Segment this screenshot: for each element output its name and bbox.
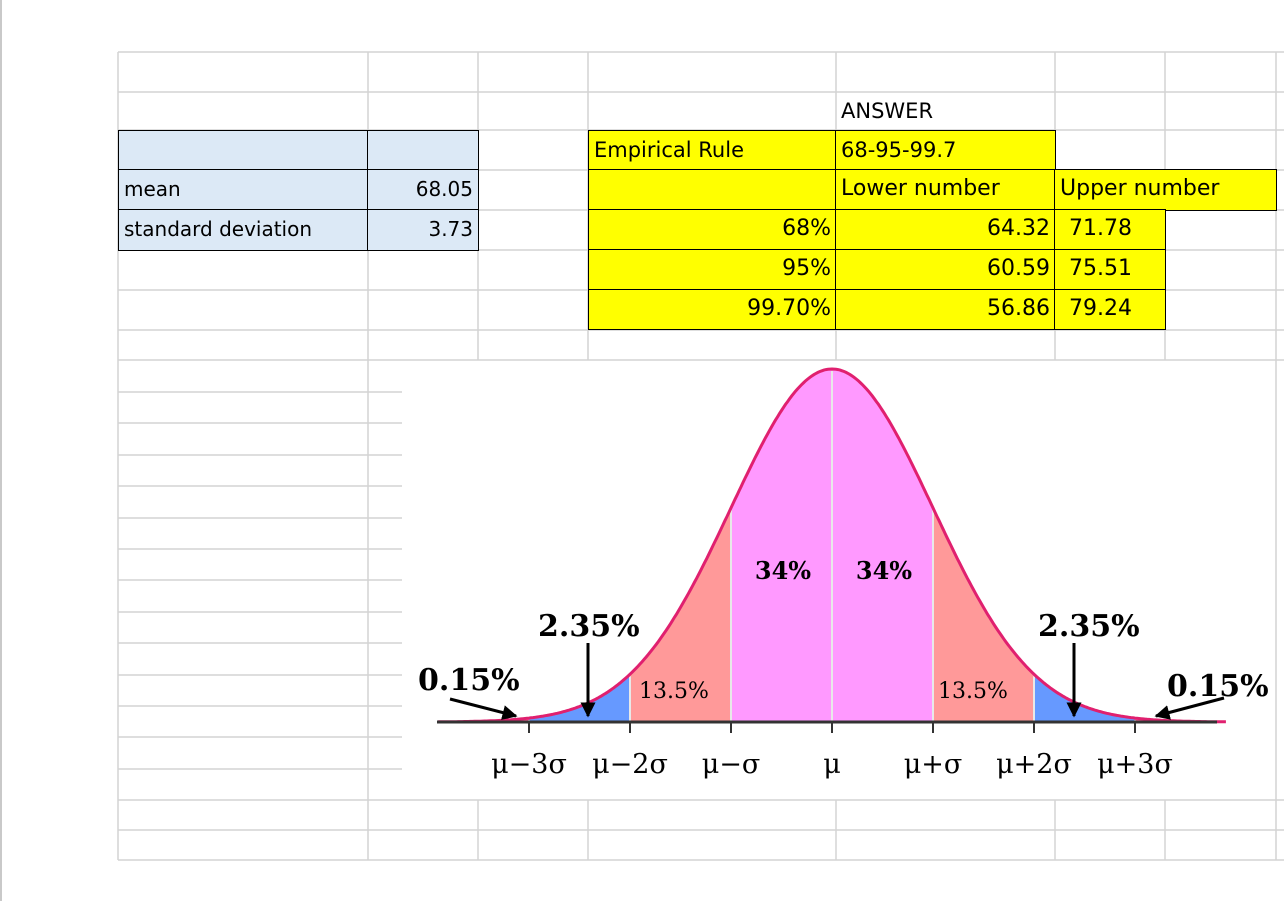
mean-label: mean (124, 177, 181, 201)
center-right-pct-label: 34% (856, 556, 912, 585)
upper-cell-997[interactable]: 79.24 (1054, 289, 1166, 330)
lower-cell-95[interactable]: 60.59 (835, 249, 1056, 291)
mean-value: 68.05 (415, 177, 473, 201)
axis-tick-label: μ+σ (904, 749, 963, 780)
sd-label: standard deviation (124, 217, 313, 241)
right-outer-region (1034, 674, 1135, 722)
sd-value: 3.73 (428, 217, 473, 241)
bell-curve-line (438, 367, 1226, 724)
empirical-rule-label-cell[interactable]: Empirical Rule (588, 130, 837, 171)
mean-value-cell[interactable]: 68.05 (367, 169, 479, 211)
pct-value: 95% (782, 256, 831, 281)
sd-value-cell[interactable]: 3.73 (367, 209, 479, 251)
left-center-region (731, 369, 832, 722)
upper-number-header: Upper number (1060, 176, 1220, 201)
center-left-pct-label: 34% (755, 556, 811, 585)
lower-number-header: Lower number (841, 176, 1000, 201)
lower-cell-68[interactable]: 64.32 (835, 209, 1056, 251)
axis-tick-label: μ (823, 749, 841, 780)
stats-header-value-cell[interactable] (367, 130, 479, 171)
tail-right-arrow (1154, 696, 1225, 720)
upper-value: 75.51 (1069, 256, 1132, 281)
window-left-edge (0, 0, 2, 901)
empirical-rule-value: 68-95-99.7 (841, 138, 957, 162)
tail-left-pct-label: 0.15% (418, 663, 520, 698)
right-center-region (832, 369, 933, 722)
upper-value: 71.78 (1069, 216, 1132, 241)
empirical-rule-label: Empirical Rule (594, 138, 744, 162)
empirical-rule-value-cell[interactable]: 68-95-99.7 (835, 130, 1056, 171)
upper-cell-68[interactable]: 71.78 (1054, 209, 1166, 251)
axis-tick-label: μ−σ (702, 749, 761, 780)
axis-tick-label: μ+2σ (996, 749, 1072, 780)
lower-cell-997[interactable]: 56.86 (835, 289, 1056, 330)
upper-value: 79.24 (1069, 296, 1132, 321)
answer-header-cell[interactable]: ANSWER (836, 92, 1055, 130)
pct-cell-95[interactable]: 95% (588, 249, 837, 291)
upper-number-header-cell[interactable]: Upper number (1054, 169, 1277, 211)
sd-label-cell[interactable]: standard deviation (118, 209, 369, 251)
left-outer-region (529, 674, 630, 722)
axis-tick-label: μ−2σ (592, 749, 668, 780)
pct-value: 99.70% (747, 296, 831, 321)
normal-distribution-image[interactable]: 34% 34% 13.5% 13.5% 2.35% 2.35% 0.15% 0.… (402, 360, 1284, 800)
mid-left-pct-label: 13.5% (639, 679, 709, 704)
mid-right-pct-label: 13.5% (938, 679, 1008, 704)
axis-tick-label: μ+3σ (1097, 749, 1173, 780)
lower-number-header-cell[interactable]: Lower number (835, 169, 1056, 211)
axis-tick-label: μ−3σ (491, 749, 567, 780)
pct-cell-997[interactable]: 99.70% (588, 289, 837, 330)
stats-header-label-cell[interactable] (118, 130, 369, 171)
outer-right-pct-label: 2.35% (1038, 609, 1140, 644)
tail-left-arrow (449, 697, 518, 720)
answer-header: ANSWER (841, 99, 934, 123)
outer-left-pct-label: 2.35% (538, 609, 640, 644)
lower-value: 56.86 (987, 296, 1050, 321)
blank-yellow-cell[interactable] (588, 169, 837, 211)
pct-cell-68[interactable]: 68% (588, 209, 837, 251)
mean-label-cell[interactable]: mean (118, 169, 369, 211)
upper-cell-95[interactable]: 75.51 (1054, 249, 1166, 291)
lower-value: 64.32 (987, 216, 1050, 241)
lower-value: 60.59 (987, 256, 1050, 281)
pct-value: 68% (782, 216, 831, 241)
